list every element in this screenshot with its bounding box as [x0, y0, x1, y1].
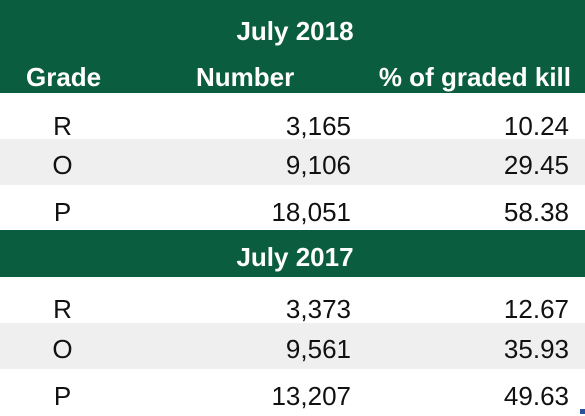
number-cell: 3,165 — [285, 111, 351, 141]
percent-cell: 29.45 — [503, 150, 569, 180]
section-header-2017: July 2017 — [0, 230, 585, 277]
grade-cell: O — [52, 150, 73, 180]
column-header-grade: Grade — [26, 62, 102, 92]
grade-cell: P — [53, 381, 72, 411]
number-cell: 13,207 — [271, 381, 351, 411]
grade-cell: P — [53, 197, 72, 227]
number-cell: 3,373 — [285, 294, 351, 324]
percent-cell: 12.67 — [503, 294, 569, 324]
percent-cell: 58.38 — [503, 197, 569, 227]
table-row: P 18,051 58.38 — [0, 186, 585, 232]
grade-cell: R — [53, 111, 72, 141]
column-header-number: Number — [196, 62, 295, 92]
number-cell: 9,106 — [285, 150, 351, 180]
section-header-2018: July 2018 Grade Number % of graded kill — [0, 0, 585, 93]
percent-cell: 35.93 — [503, 334, 569, 364]
table-row: O 9,106 29.45 — [0, 139, 585, 185]
table-row: R 3,373 12.67 — [0, 283, 585, 329]
grade-cell: O — [52, 334, 73, 364]
percent-cell: 49.63 — [503, 381, 569, 411]
table-row: O 9,561 35.93 — [0, 323, 585, 369]
percent-cell: 10.24 — [503, 111, 569, 141]
period-title: July 2017 — [236, 242, 354, 272]
grade-cell: R — [53, 294, 72, 324]
table-row: R 3,165 10.24 — [0, 100, 585, 146]
period-title: July 2018 — [236, 16, 354, 46]
number-cell: 18,051 — [271, 197, 351, 227]
resize-handle[interactable] — [580, 409, 585, 414]
column-header-percent: % of graded kill — [378, 62, 571, 92]
number-cell: 9,561 — [285, 334, 351, 364]
table-row: P 13,207 49.63 — [0, 370, 585, 416]
